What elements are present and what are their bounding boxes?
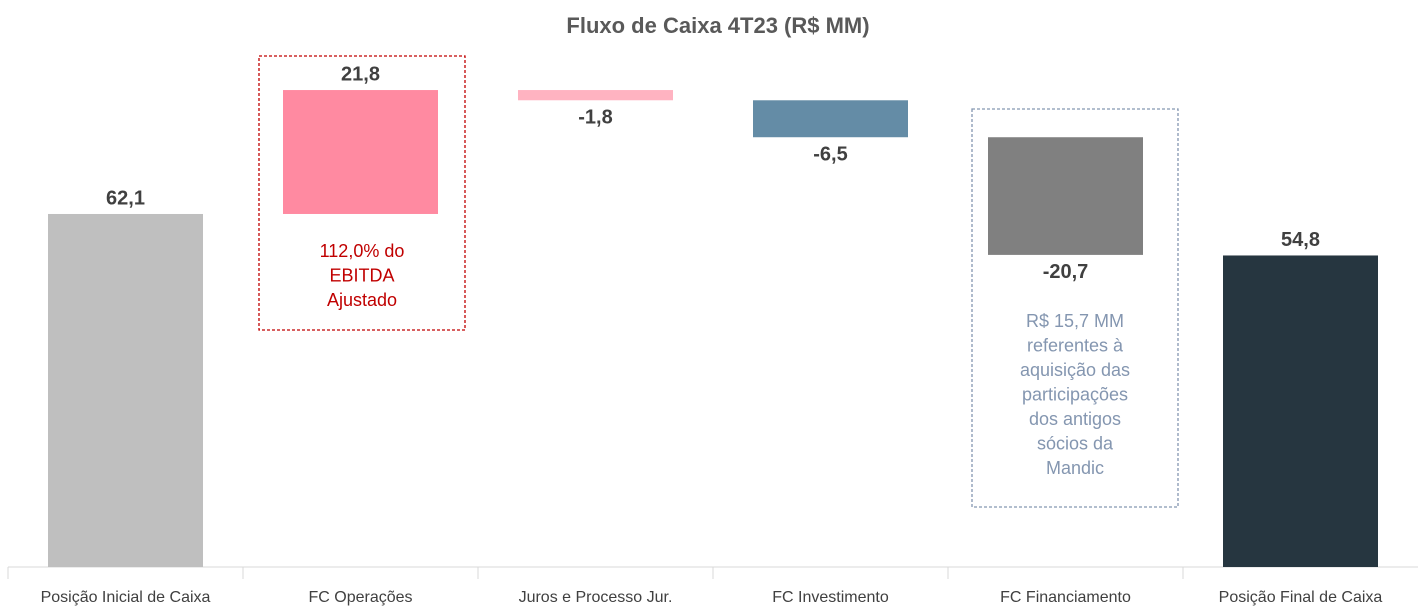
data-label: -1,8 bbox=[578, 107, 612, 129]
annotation-text: EBITDA bbox=[329, 265, 394, 285]
data-label: -6,5 bbox=[813, 144, 847, 166]
bar bbox=[753, 100, 908, 138]
annotation-text: Mandic bbox=[1046, 458, 1104, 478]
x-tick-label: Posição Inicial de Caixa bbox=[41, 589, 211, 606]
x-tick-label: FC Financiamento bbox=[1000, 589, 1131, 606]
annotation-text: dos antigos bbox=[1029, 409, 1121, 429]
x-tick-label: FC Operações bbox=[308, 589, 412, 606]
data-label: 21,8 bbox=[341, 63, 380, 85]
annotation-box bbox=[258, 55, 466, 331]
chart-title: Fluxo de Caixa 4T23 (R$ MM) bbox=[566, 13, 869, 38]
bar bbox=[988, 137, 1143, 255]
annotation-text: Ajustado bbox=[327, 290, 397, 310]
annotation-box bbox=[971, 108, 1179, 508]
annotation-text: referentes à bbox=[1027, 335, 1124, 355]
data-label: 62,1 bbox=[106, 187, 145, 209]
data-label: -20,7 bbox=[1043, 261, 1089, 283]
annotation-text: sócios da bbox=[1037, 433, 1114, 453]
bar bbox=[48, 213, 203, 567]
annotation-text: aquisição das bbox=[1020, 360, 1130, 380]
annotation-text: participações bbox=[1022, 384, 1128, 404]
annotation-text: 112,0% do bbox=[320, 241, 405, 261]
bar bbox=[1223, 255, 1378, 567]
bar bbox=[283, 90, 438, 214]
bar bbox=[518, 90, 673, 101]
x-tick-label: Juros e Processo Jur. bbox=[519, 589, 673, 606]
x-tick-label: Posição Final de Caixa bbox=[1219, 589, 1383, 606]
data-label: 54,8 bbox=[1281, 229, 1320, 251]
annotation-text: R$ 15,7 MM bbox=[1026, 311, 1124, 331]
x-tick-label: FC Investimento bbox=[772, 589, 889, 606]
